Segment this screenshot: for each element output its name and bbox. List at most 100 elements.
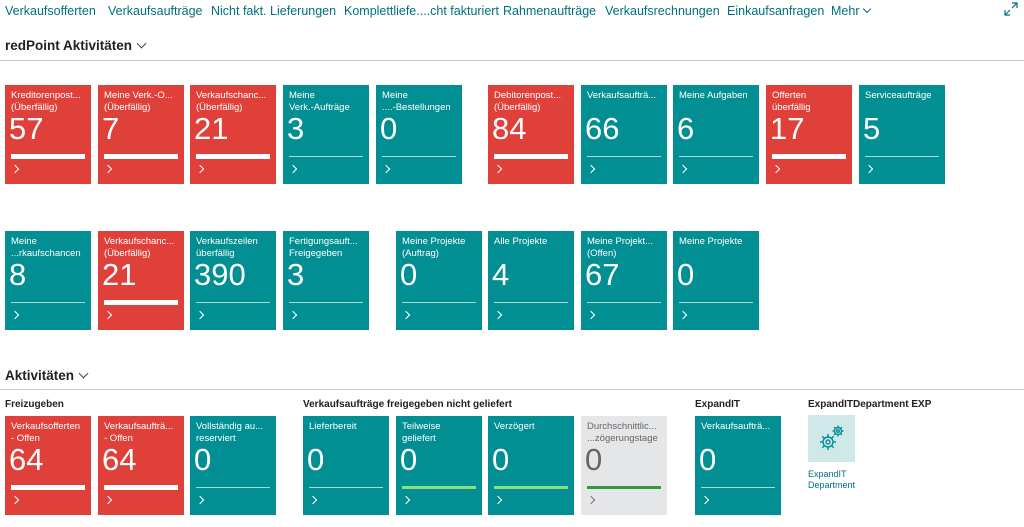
cue-tile[interactable]: Verkaufszeilen überfällig 390	[190, 231, 276, 330]
tile-label-line1: Teilweise	[402, 421, 441, 432]
nav-rahmenauftraege[interactable]: Rahmenaufträge	[503, 4, 597, 18]
tile-label-line2: (Überfällig)	[104, 101, 151, 113]
tile-value: 0	[400, 257, 418, 292]
tile-indicator-bar	[701, 487, 775, 488]
cue-tile[interactable]: Meine Projekte (Auftrag) 0	[396, 231, 482, 330]
cue-tile[interactable]: Verkaufsaufträ... 66	[581, 85, 667, 184]
cue-tile[interactable]: Meine ...rkaufschancen 8	[5, 231, 91, 330]
tile-label: Durchschnittlic... ...zögerungstage	[587, 421, 665, 444]
tile-value: 3	[287, 111, 305, 146]
cue-tile[interactable]: Fertigungsauft... Freigegeben 3	[283, 231, 369, 330]
tile-indicator-bar	[402, 486, 476, 489]
tile-value: 8	[9, 257, 27, 292]
nav-verkaufsofferten[interactable]: Verkaufsofferten	[5, 4, 96, 18]
cue-tile[interactable]: Meine Aufgaben 6	[673, 85, 759, 184]
nav-komplettlieferungen[interactable]: Komplettliefe....cht fakturiert	[344, 4, 499, 18]
nav-verkaufsrechnungen[interactable]: Verkaufsrechnungen	[605, 4, 720, 18]
cue-tile[interactable]: Serviceaufträge 5	[859, 85, 945, 184]
cue-tile[interactable]: Kreditorenpost... (Überfällig) 57	[5, 85, 91, 184]
tile-indicator-bar	[289, 302, 363, 303]
chevron-right-icon	[103, 310, 113, 320]
tile-label-line1: Lieferbereit	[309, 421, 357, 432]
cue-tile[interactable]: Verkaufschanc... (Überfällig) 21	[190, 85, 276, 184]
tile-value: 64	[102, 442, 137, 477]
tile-indicator-bar	[402, 302, 476, 303]
section-title: Aktivitäten	[5, 368, 75, 383]
tile-label-line2: (Überfällig)	[11, 101, 58, 113]
tile-label: Meine Aufgaben	[679, 90, 757, 102]
tile-indicator-bar	[494, 154, 568, 159]
chevron-right-icon	[493, 495, 503, 505]
tile-indicator-bar	[865, 156, 939, 157]
tile-label: Fertigungsauft... Freigegeben	[289, 236, 367, 259]
tile-label-line2: überfällig	[772, 101, 811, 113]
tile-label-line2: - Offen	[104, 432, 133, 444]
tile-label-line1: Meine	[382, 90, 408, 101]
cue-tile[interactable]: Verkaufsaufträ... - Offen 64	[98, 416, 184, 515]
cue-tile[interactable]: Verkaufschanc... (Überfällig) 21	[98, 231, 184, 330]
cue-tile[interactable]: Verkaufsofferten - Offen 64	[5, 416, 91, 515]
tile-value: 0	[194, 442, 212, 477]
tile-label: Lieferbereit	[309, 421, 387, 433]
nav-verkaufsauftraege[interactable]: Verkaufsaufträge	[108, 4, 203, 18]
expandit-department-label[interactable]: ExpandIT Department	[808, 469, 878, 491]
cue-tile[interactable]: Meine Verk.-O... (Überfällig) 7	[98, 85, 184, 184]
cue-tile[interactable]: Vollständig au... reserviert 0	[190, 416, 276, 515]
tile-label: Verkaufsaufträ... - Offen	[104, 421, 182, 444]
cue-tile[interactable]: Durchschnittlic... ...zögerungstage 0	[581, 416, 667, 515]
cue-tile[interactable]: Meine Verk.-Aufträge 3	[283, 85, 369, 184]
tile-label: Vollständig au... reserviert	[196, 421, 274, 444]
tile-value: 4	[492, 257, 510, 292]
expand-icon[interactable]	[1003, 2, 1019, 18]
tile-label: Verkaufsaufträ...	[701, 421, 779, 433]
nav-nicht-fakt-lieferungen[interactable]: Nicht fakt. Lieferungen	[211, 4, 337, 18]
chevron-right-icon	[10, 495, 20, 505]
cue-tile[interactable]: Verzögert 0	[488, 416, 574, 515]
tile-value: 64	[9, 442, 44, 477]
cue-tile[interactable]: Teilweise geliefert 0	[396, 416, 482, 515]
tile-label-line1: Verkaufszeilen	[196, 236, 258, 247]
cue-tile[interactable]: Verkaufsaufträ... 0	[695, 416, 781, 515]
tile-label-line2: überfällig	[196, 247, 235, 259]
chevron-right-icon	[493, 164, 503, 174]
cue-tile[interactable]: Debitorenpost... (Überfällig) 84	[488, 85, 574, 184]
tile-label-line1: Meine Projekt...	[587, 236, 653, 247]
chevron-right-icon	[308, 495, 318, 505]
action-label-line2: Department	[808, 480, 856, 490]
tile-label-line1: Offerten	[772, 90, 807, 101]
chevron-right-icon	[678, 164, 688, 174]
tile-label-line1: Debitorenpost...	[494, 90, 562, 101]
tile-value: 0	[699, 442, 717, 477]
tile-value: 0	[380, 111, 398, 146]
cue-tile[interactable]: Meine ....-Bestellungen 0	[376, 85, 462, 184]
nav-more-button[interactable]: Mehr	[831, 4, 872, 18]
cue-tile[interactable]: Meine Projekt... (Offen) 67	[581, 231, 667, 330]
tile-label-line1: Verkaufsaufträ...	[587, 90, 657, 101]
tile-label-line2: - Offen	[11, 432, 40, 444]
chevron-right-icon	[10, 164, 20, 174]
tile-label-line1: Meine Projekte	[402, 236, 466, 247]
tile-value: 0	[677, 257, 695, 292]
chevron-right-icon	[103, 495, 113, 505]
cue-tile[interactable]: Lieferbereit 0	[303, 416, 389, 515]
cue-tile[interactable]: Meine Projekte 0	[673, 231, 759, 330]
tile-value: 67	[585, 257, 620, 292]
tile-label-line2: (Auftrag)	[402, 247, 439, 259]
tile-indicator-bar	[104, 485, 178, 490]
tile-label-line2: ....-Bestellungen	[382, 101, 451, 113]
tile-label: Serviceaufträge	[865, 90, 943, 102]
tile-label: Debitorenpost... (Überfällig)	[494, 90, 572, 113]
tile-label-line1: Meine	[11, 236, 37, 247]
expandit-department-action[interactable]	[808, 415, 855, 462]
nav-einkaufsanfragen[interactable]: Einkaufsanfragen	[727, 4, 825, 18]
cue-tile[interactable]: Alle Projekte 4	[488, 231, 574, 330]
section-header-aktivitaeten[interactable]: Aktivitäten	[5, 368, 89, 383]
tile-label: Meine Verk.-O... (Überfällig)	[104, 90, 182, 113]
tile-label: Verkaufsaufträ...	[587, 90, 665, 102]
cue-tile[interactable]: Offerten überfällig 17	[766, 85, 852, 184]
tile-value: 17	[770, 111, 805, 146]
tile-label-line2: geliefert	[402, 432, 436, 444]
tile-label-line2: ...zögerungstage	[587, 432, 658, 444]
tile-indicator-bar	[196, 302, 270, 303]
section-header-redpoint[interactable]: redPoint Aktivitäten	[5, 38, 147, 53]
